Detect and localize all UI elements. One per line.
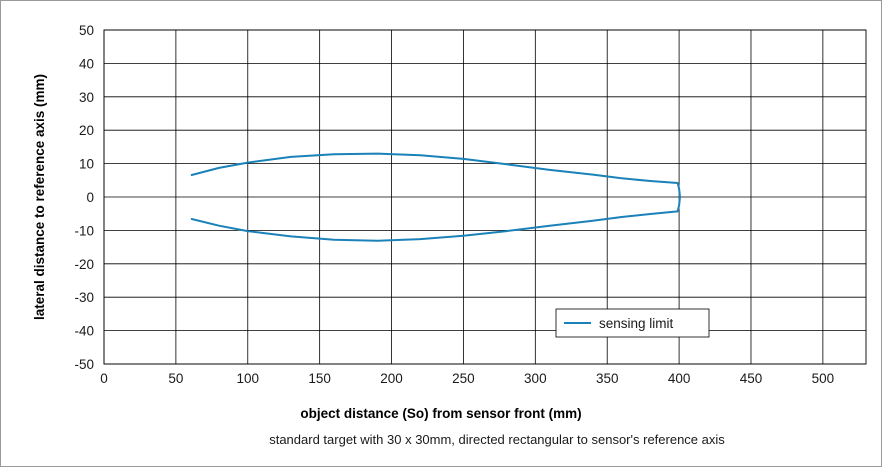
x-tick-label: 0 — [100, 371, 108, 386]
x-tick-label: 50 — [168, 371, 183, 386]
y-tick-label: -50 — [74, 357, 94, 372]
y-tick-label: 40 — [79, 56, 94, 71]
x-tick-label: 350 — [596, 371, 619, 386]
y-tick-label: -30 — [74, 290, 94, 305]
y-tick-label: 0 — [86, 190, 94, 205]
y-tick-label: 30 — [79, 90, 94, 105]
y-tick-label: -10 — [74, 223, 94, 238]
x-tick-label: 150 — [308, 371, 331, 386]
x-tick-label: 300 — [524, 371, 547, 386]
x-tick-label: 450 — [740, 371, 763, 386]
x-tick-label: 250 — [452, 371, 475, 386]
y-tick-label: -40 — [74, 324, 94, 339]
series-line-sensing-limit — [190, 152, 681, 242]
y-tick-label: 50 — [79, 23, 94, 38]
x-tick-label: 100 — [237, 371, 260, 386]
legend-label-sensing-limit: sensing limit — [599, 316, 674, 331]
chart-footnote: standard target with 30 x 30mm, directed… — [269, 432, 725, 447]
grid-layer — [103, 29, 867, 365]
x-tick-labels: 0 50 100 150 200 250 300 350 400 450 500 — [100, 371, 834, 386]
series-layer — [190, 152, 681, 242]
y-tick-labels: 50 40 30 20 10 0 -10 -20 -30 -40 -50 — [74, 23, 94, 372]
x-axis-title: object distance (So) from sensor front (… — [300, 406, 581, 421]
x-tick-label: 500 — [812, 371, 835, 386]
y-tick-label: -20 — [74, 257, 94, 272]
y-tick-label: 10 — [79, 157, 94, 172]
legend: sensing limit — [555, 308, 710, 338]
x-tick-label: 400 — [668, 371, 691, 386]
y-tick-label: 20 — [79, 123, 94, 138]
y-axis-title: lateral distance to reference axis (mm) — [32, 74, 47, 320]
x-tick-label: 200 — [380, 371, 403, 386]
